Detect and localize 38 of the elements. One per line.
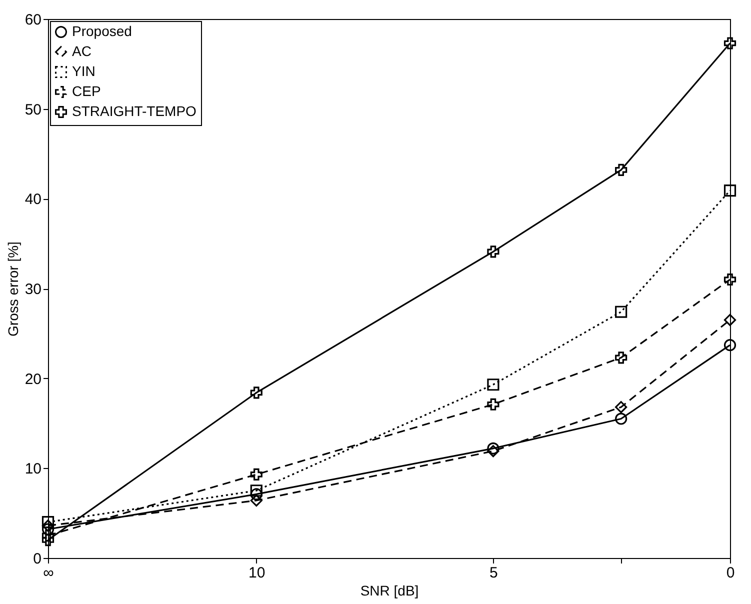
point [615, 164, 628, 176]
point [250, 494, 262, 507]
point [42, 516, 54, 528]
x-tick-label: ∞ [43, 564, 54, 582]
point [250, 386, 262, 399]
x-tick-label: 0 [726, 564, 735, 582]
point [250, 468, 262, 480]
point [42, 534, 54, 546]
y-tick-label: 10 [24, 460, 42, 478]
legend-label: STRAIGHT-TEMPO [72, 103, 197, 119]
legend-label: CEP [72, 83, 101, 99]
point [42, 530, 54, 542]
point [250, 484, 262, 497]
y-tick-label: 40 [24, 191, 42, 208]
y-tick-label: 60 [24, 12, 42, 28]
x-tick-label: 5 [490, 564, 498, 582]
y-tick-label: 0 [33, 550, 42, 568]
point [724, 314, 736, 326]
point [724, 273, 736, 286]
x-axis-title: SNR [dB] [360, 582, 419, 598]
point [724, 339, 736, 352]
point [724, 37, 736, 50]
point [615, 412, 628, 425]
point [615, 401, 628, 414]
legend-label: YIN [72, 63, 96, 79]
y-tick-label: 50 [24, 101, 42, 118]
point [487, 398, 500, 410]
legend-label: Proposed [72, 23, 132, 39]
y-axis-title: Gross error [%] [4, 242, 21, 336]
point [487, 378, 500, 391]
point [615, 306, 628, 318]
x-tick-label: 10 [248, 564, 266, 582]
point [724, 184, 736, 197]
point [487, 246, 500, 258]
y-tick-label: 30 [24, 281, 42, 298]
y-tick-label: 20 [24, 370, 42, 388]
legend-label: AC [72, 43, 92, 59]
point [615, 352, 628, 364]
